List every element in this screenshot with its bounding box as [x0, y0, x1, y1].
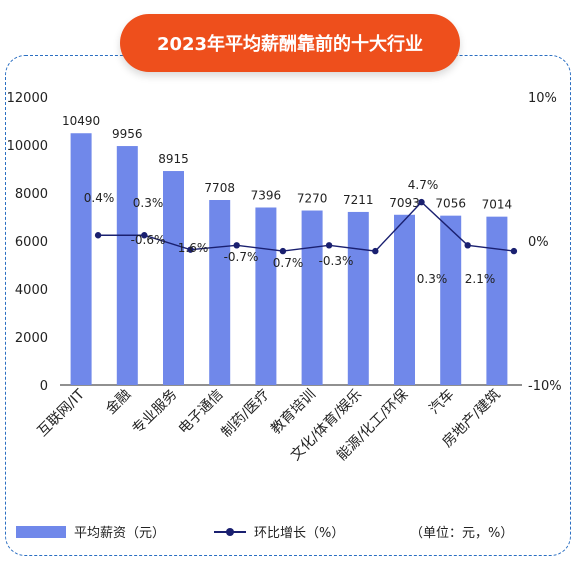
bar-value-label: 9956 — [112, 127, 143, 141]
growth-point — [464, 242, 471, 249]
right-tick-label: 0% — [528, 235, 549, 250]
growth-value-label: 4.7% — [408, 178, 439, 192]
left-tick-label: 6000 — [15, 235, 48, 250]
bar — [301, 210, 323, 385]
left-tick-label: 10000 — [7, 139, 48, 154]
category-label: 专业服务 — [129, 387, 180, 438]
bar-value-label: 7270 — [297, 192, 328, 206]
left-tick-label: 12000 — [7, 91, 48, 106]
growth-value-label: -0.3% — [319, 254, 354, 268]
growth-value-label: 2.1% — [465, 272, 496, 286]
unit-note-label: （单位：元，%） — [410, 526, 514, 541]
legend-unit-note: （单位：元，%） — [410, 522, 513, 541]
bar-value-label: 7396 — [251, 188, 282, 202]
legend-item-bar: 平均薪资（元） — [16, 522, 165, 541]
growth-value-label: -0.6% — [131, 233, 166, 247]
bar — [70, 133, 92, 385]
legend-bar-swatch — [16, 525, 66, 538]
left-tick-label: 2000 — [15, 331, 48, 346]
bar — [163, 171, 184, 385]
bar — [255, 207, 277, 385]
bar — [116, 146, 138, 385]
bar — [486, 216, 508, 385]
legend-bar-label: 平均薪资（元） — [74, 526, 166, 541]
category-label: 互联网/IT — [35, 386, 89, 440]
right-tick-label: -10% — [528, 379, 562, 394]
bar — [347, 211, 369, 385]
bar-value-label: 7093 — [389, 196, 420, 210]
growth-point — [233, 242, 240, 249]
growth-point — [372, 247, 379, 255]
bar-value-label: 10490 — [62, 114, 100, 128]
legend-line-label: 环比增长（%） — [254, 526, 345, 541]
growth-line — [98, 201, 514, 252]
growth-point — [94, 232, 102, 239]
left-tick-label: 0 — [40, 379, 48, 394]
category-label: 汽车 — [426, 386, 458, 418]
growth-value-label: 0.7% — [273, 256, 304, 270]
legend-line-swatch — [214, 526, 246, 538]
bar-value-label: 7014 — [482, 198, 513, 212]
bar-value-label: 8915 — [158, 152, 189, 166]
growth-value-label: -0.7% — [224, 250, 259, 264]
growth-value-label: 0.3% — [133, 196, 164, 210]
left-tick-label: 4000 — [15, 283, 48, 298]
bar-value-label: 7056 — [435, 197, 466, 211]
bar — [394, 214, 415, 385]
growth-point — [418, 198, 425, 206]
legend-item-line: 环比增长（%） — [214, 522, 344, 541]
right-tick-label: 10% — [528, 91, 557, 106]
growth-value-label: 0.4% — [84, 191, 115, 205]
growth-point — [141, 232, 148, 239]
bar — [440, 215, 462, 385]
bar — [209, 200, 231, 385]
growth-value-label: 1.6% — [178, 241, 209, 255]
growth-point — [325, 242, 333, 249]
category-label: 制药/医疗 — [218, 387, 272, 441]
bar-value-label: 7708 — [204, 181, 235, 195]
growth-point — [187, 246, 194, 253]
bar-value-label: 7211 — [343, 193, 374, 207]
category-label: 金融 — [103, 387, 134, 418]
growth-point — [279, 247, 287, 255]
chart-title: 2023年平均薪酬靠前的十大行业 — [120, 14, 460, 72]
left-tick-label: 8000 — [15, 187, 48, 202]
growth-value-label: 0.3% — [417, 272, 448, 286]
growth-point — [510, 247, 518, 255]
